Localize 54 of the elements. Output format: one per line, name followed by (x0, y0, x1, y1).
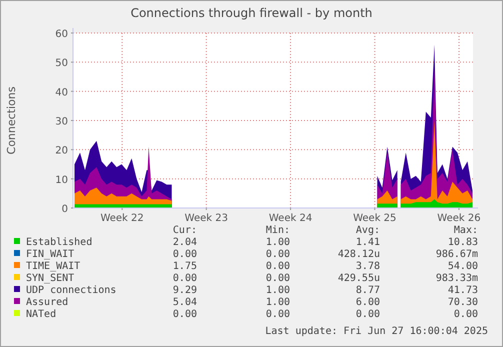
legend-label: UDP connections (26, 285, 116, 296)
text: 0.00 (266, 309, 290, 320)
text: 70.30 (448, 297, 478, 308)
legend-label: FIN_WAIT (26, 249, 74, 260)
text: 0.00 (266, 273, 290, 284)
y-tick-label: 50 (55, 58, 68, 70)
legend-label: TIME_WAIT (26, 261, 80, 272)
text: 1.00 (266, 297, 290, 308)
text: 8.77 (356, 285, 380, 296)
text: 0.00 (266, 261, 290, 272)
text: 3.78 (356, 261, 380, 272)
y-tick-label: 20 (55, 146, 68, 157)
text: 0.00 (172, 249, 197, 260)
text: 0.00 (266, 249, 290, 260)
text: Last update: Fri Jun 27 16:00:04 2025 (265, 326, 488, 337)
text: Avg: (356, 225, 380, 236)
text: 54.00 (448, 261, 478, 272)
text: 9.29 (172, 285, 197, 296)
text: Min: (266, 225, 290, 236)
legend-label: NATed (26, 309, 56, 320)
text: 10.83 (448, 237, 478, 248)
x-tick-label: Week 25 (353, 213, 396, 224)
text: 428.12u (338, 249, 380, 260)
y-tick-label: 0 (62, 204, 68, 215)
text: 986.67m (436, 249, 478, 260)
text: 983.33m (436, 273, 478, 284)
x-tick-label: Week 23 (184, 213, 228, 224)
text: 2.04 (172, 237, 197, 248)
text: Max: (454, 225, 478, 236)
y-tick-label: 60 (55, 29, 68, 40)
y-axis-title: Connections (5, 86, 18, 154)
text: 41.73 (448, 285, 478, 296)
text: 0.00 (356, 309, 380, 320)
text: 6.00 (356, 297, 380, 308)
text: 1.75 (172, 261, 197, 272)
text: Cur: (172, 225, 197, 236)
text: 1.41 (356, 237, 380, 248)
text: 5.04 (172, 297, 197, 308)
chart-title: Connections through firewall - by month (130, 6, 372, 20)
y-tick-label: 40 (55, 87, 68, 98)
text: 1.00 (266, 237, 290, 248)
text: 0.00 (454, 309, 478, 320)
y-tick-label: 30 (55, 116, 68, 128)
text: 429.55u (338, 273, 380, 284)
text: 0.00 (172, 273, 197, 284)
legend-label: SYN_SENT (26, 273, 74, 284)
x-tick-label: Week 24 (268, 213, 312, 224)
x-tick-label: Week 22 (100, 213, 144, 224)
y-tick-label: 10 (55, 174, 68, 186)
legend-label: Assured (26, 297, 68, 308)
text: 1.00 (266, 285, 290, 296)
x-tick-label: Week 26 (437, 213, 481, 224)
legend-label: Established (26, 237, 92, 248)
text: 0.00 (172, 309, 197, 320)
